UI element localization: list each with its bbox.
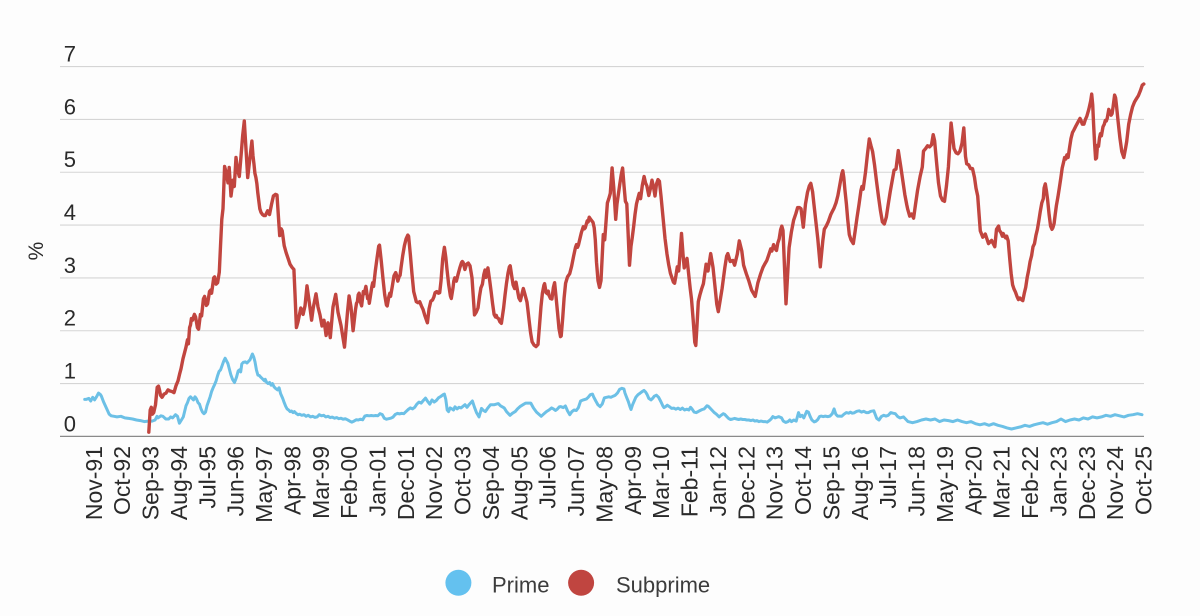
- svg-text:0: 0: [64, 411, 76, 436]
- svg-text:Sep-93: Sep-93: [138, 446, 164, 520]
- svg-text:Nov-91: Nov-91: [81, 446, 107, 520]
- svg-text:Oct-14: Oct-14: [790, 446, 816, 515]
- svg-text:Sep-15: Sep-15: [818, 446, 844, 520]
- svg-text:Jul-06: Jul-06: [535, 446, 561, 509]
- svg-text:Jun-07: Jun-07: [563, 446, 589, 516]
- svg-text:Jun-96: Jun-96: [223, 446, 249, 516]
- svg-text:6: 6: [64, 94, 76, 119]
- svg-text:Nov-24: Nov-24: [1102, 446, 1128, 520]
- svg-text:5: 5: [64, 147, 76, 172]
- svg-text:Dec-01: Dec-01: [393, 446, 419, 520]
- svg-text:Aug-05: Aug-05: [506, 446, 532, 520]
- svg-text:Jun-18: Jun-18: [904, 446, 930, 516]
- svg-text:%: %: [25, 242, 48, 261]
- svg-text:4: 4: [64, 200, 76, 225]
- svg-text:Feb-11: Feb-11: [677, 446, 703, 517]
- svg-text:Jan-01: Jan-01: [365, 446, 391, 516]
- svg-text:Jul-17: Jul-17: [875, 446, 901, 509]
- svg-text:Mar-99: Mar-99: [308, 446, 334, 519]
- svg-text:Dec-12: Dec-12: [733, 446, 759, 520]
- svg-text:May-19: May-19: [932, 446, 958, 523]
- svg-text:Oct-25: Oct-25: [1131, 446, 1157, 515]
- svg-text:Feb-22: Feb-22: [1017, 446, 1043, 519]
- svg-text:Mar-21: Mar-21: [989, 446, 1015, 519]
- svg-text:Sep-04: Sep-04: [478, 446, 504, 520]
- svg-text:Apr-20: Apr-20: [960, 446, 986, 515]
- svg-text:Apr-98: Apr-98: [279, 446, 305, 515]
- svg-text:Oct-92: Oct-92: [109, 446, 135, 515]
- svg-text:Jan-23: Jan-23: [1045, 446, 1071, 516]
- svg-text:Subprime: Subprime: [616, 573, 710, 598]
- svg-text:Jan-12: Jan-12: [705, 446, 731, 516]
- svg-text:7: 7: [64, 42, 76, 67]
- svg-text:Aug-94: Aug-94: [166, 446, 192, 520]
- svg-text:2: 2: [64, 306, 76, 331]
- svg-text:Nov-02: Nov-02: [421, 446, 447, 520]
- svg-text:Nov-13: Nov-13: [762, 446, 788, 520]
- svg-text:1: 1: [64, 359, 76, 384]
- svg-text:Mar-10: Mar-10: [648, 446, 674, 519]
- svg-text:Jul-95: Jul-95: [194, 446, 220, 509]
- svg-text:Dec-23: Dec-23: [1074, 446, 1100, 520]
- svg-text:3: 3: [64, 253, 76, 278]
- svg-text:Feb-00: Feb-00: [336, 446, 362, 519]
- svg-text:Oct-03: Oct-03: [450, 446, 476, 515]
- svg-text:Prime: Prime: [492, 573, 549, 598]
- svg-text:May-08: May-08: [592, 446, 618, 523]
- svg-text:Aug-16: Aug-16: [847, 446, 873, 520]
- svg-text:May-97: May-97: [251, 446, 277, 523]
- svg-text:Apr-09: Apr-09: [620, 446, 646, 515]
